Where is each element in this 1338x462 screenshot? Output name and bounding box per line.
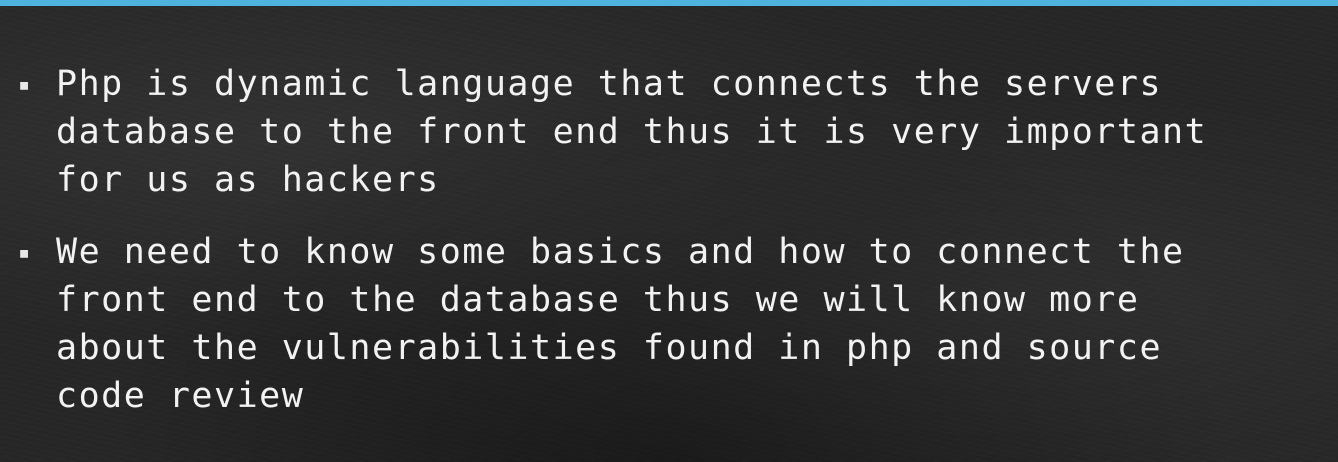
square-bullet-icon: ▪ xyxy=(18,60,56,108)
bullet-text: We need to know some basics and how to c… xyxy=(56,228,1256,420)
square-bullet-icon: ▪ xyxy=(18,228,56,276)
top-accent-bar xyxy=(0,0,1338,6)
bullet-item: ▪ We need to know some basics and how to… xyxy=(18,228,1318,420)
bullet-text: Php is dynamic language that connects th… xyxy=(56,60,1256,204)
bullet-item: ▪ Php is dynamic language that connects … xyxy=(18,60,1318,204)
slide-content: ▪ Php is dynamic language that connects … xyxy=(18,60,1318,444)
bullet-list: ▪ Php is dynamic language that connects … xyxy=(18,60,1318,420)
